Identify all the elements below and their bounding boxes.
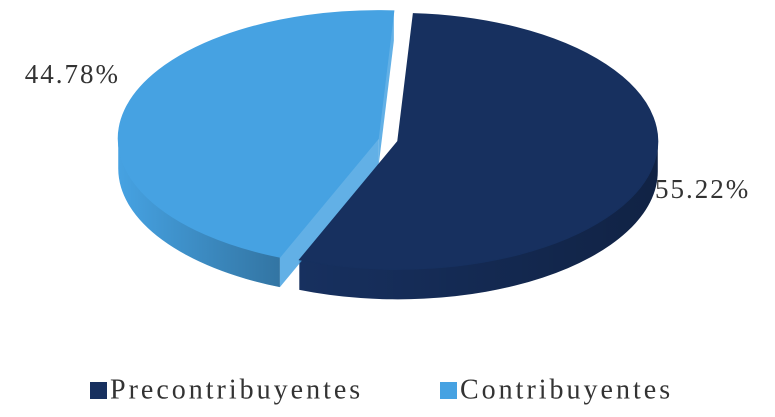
legend-label: Precontribuyentes xyxy=(110,374,363,405)
data-label: 55.22% xyxy=(655,174,750,204)
slice-side-shade xyxy=(118,138,280,288)
slice-side-shade xyxy=(299,141,658,300)
slice xyxy=(117,10,395,258)
labels: 55.22% 44.78% Precontribuyentes Contribuyen… xyxy=(25,59,750,405)
slice-wall xyxy=(279,138,379,288)
legend-swatch xyxy=(440,382,457,399)
slice-wall xyxy=(378,10,394,169)
pie-tops xyxy=(117,10,659,270)
slice xyxy=(298,13,659,270)
data-label: 44.78% xyxy=(25,59,120,89)
legend-label: Contribuyentes xyxy=(460,374,673,405)
legend-swatch xyxy=(90,382,107,399)
